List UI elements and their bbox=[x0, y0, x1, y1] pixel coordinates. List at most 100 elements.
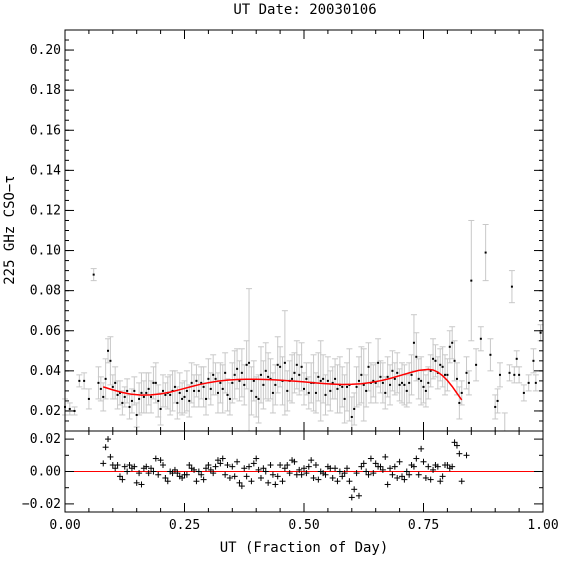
data-point bbox=[334, 377, 337, 380]
data-point bbox=[255, 395, 258, 398]
data-point bbox=[415, 355, 418, 358]
data-point bbox=[300, 365, 303, 368]
data-point bbox=[355, 385, 358, 388]
data-point bbox=[135, 413, 138, 416]
y-tick-label: 0.20 bbox=[30, 43, 61, 58]
chart-title: UT Date: 20030106 bbox=[233, 2, 376, 18]
data-point bbox=[274, 383, 277, 386]
data-point bbox=[240, 371, 243, 374]
data-point bbox=[202, 385, 205, 388]
y-axis-title: 225 GHz CSO−τ bbox=[2, 175, 18, 285]
data-point bbox=[539, 331, 542, 334]
residual-axes: 0.02 0.00 −0.02 0.00 0.25 0.50 0.75 1.00 bbox=[22, 431, 559, 533]
data-point bbox=[216, 391, 219, 394]
data-point bbox=[126, 389, 129, 392]
y-tick-label: 0.12 bbox=[30, 203, 61, 218]
y-tick-label: 0.06 bbox=[30, 324, 61, 339]
data-point bbox=[169, 393, 172, 396]
x-axis-title: UT (Fraction of Day) bbox=[220, 540, 389, 556]
data-point bbox=[470, 279, 473, 282]
data-point bbox=[248, 361, 251, 364]
data-point bbox=[319, 379, 322, 382]
data-point bbox=[365, 389, 368, 392]
data-point bbox=[386, 375, 389, 378]
data-point bbox=[372, 379, 375, 382]
data-point bbox=[283, 361, 286, 364]
data-point bbox=[236, 367, 239, 370]
data-point bbox=[408, 381, 411, 384]
data-point bbox=[293, 371, 296, 374]
data-point bbox=[221, 387, 224, 390]
data-point bbox=[341, 385, 344, 388]
data-point bbox=[362, 383, 365, 386]
data-point bbox=[307, 391, 310, 394]
x-tick-label: 0.00 bbox=[49, 518, 80, 533]
y-tick-label: 0.02 bbox=[30, 404, 61, 419]
data-point bbox=[532, 359, 535, 362]
data-point bbox=[357, 379, 360, 382]
data-point bbox=[484, 251, 487, 254]
data-point bbox=[178, 391, 181, 394]
data-point bbox=[326, 379, 329, 382]
data-point bbox=[142, 395, 145, 398]
data-point bbox=[439, 363, 442, 366]
data-point bbox=[367, 365, 370, 368]
data-point bbox=[513, 373, 516, 376]
residual-y-tick-label: −0.02 bbox=[22, 497, 61, 512]
data-point bbox=[107, 349, 110, 352]
data-point bbox=[267, 375, 270, 378]
data-point bbox=[83, 379, 86, 382]
data-point bbox=[467, 381, 470, 384]
data-point bbox=[527, 381, 530, 384]
data-point bbox=[298, 373, 301, 376]
data-point bbox=[441, 365, 444, 368]
data-point bbox=[460, 391, 463, 394]
data-point bbox=[410, 373, 413, 376]
data-point bbox=[422, 385, 425, 388]
data-point bbox=[346, 385, 349, 388]
data-point bbox=[128, 405, 131, 408]
y-tick-label: 0.16 bbox=[30, 123, 61, 138]
data-point bbox=[183, 395, 186, 398]
data-point bbox=[510, 285, 513, 288]
data-point bbox=[195, 379, 198, 382]
data-point bbox=[398, 383, 401, 386]
data-point bbox=[212, 373, 215, 376]
data-point bbox=[279, 365, 282, 368]
residual-y-tick-label: 0.00 bbox=[30, 465, 61, 480]
data-point bbox=[353, 407, 356, 410]
data-point bbox=[417, 377, 420, 380]
data-point bbox=[145, 391, 148, 394]
data-point bbox=[534, 381, 537, 384]
data-point bbox=[92, 273, 95, 276]
data-point bbox=[176, 401, 179, 404]
data-point bbox=[164, 393, 167, 396]
data-point bbox=[331, 381, 334, 384]
data-point bbox=[446, 373, 449, 376]
data-point bbox=[238, 379, 241, 382]
data-point bbox=[475, 363, 478, 366]
data-point bbox=[133, 389, 136, 392]
data-point bbox=[286, 389, 289, 392]
y-tick-label: 0.10 bbox=[30, 244, 61, 259]
data-point bbox=[116, 393, 119, 396]
data-point bbox=[188, 399, 191, 402]
data-point bbox=[68, 407, 71, 410]
data-point bbox=[118, 391, 121, 394]
data-point bbox=[114, 381, 117, 384]
residual-y-tick-label: 0.02 bbox=[30, 432, 61, 447]
data-point bbox=[209, 387, 212, 390]
data-point bbox=[78, 379, 81, 382]
data-point bbox=[214, 377, 217, 380]
data-point bbox=[434, 359, 437, 362]
data-point bbox=[252, 379, 255, 382]
data-point bbox=[259, 373, 262, 376]
data-point bbox=[138, 397, 141, 400]
data-point bbox=[99, 387, 102, 390]
data-point bbox=[205, 397, 208, 400]
data-point bbox=[159, 407, 162, 410]
data-point bbox=[451, 341, 454, 344]
data-point bbox=[384, 391, 387, 394]
data-point bbox=[291, 377, 294, 380]
